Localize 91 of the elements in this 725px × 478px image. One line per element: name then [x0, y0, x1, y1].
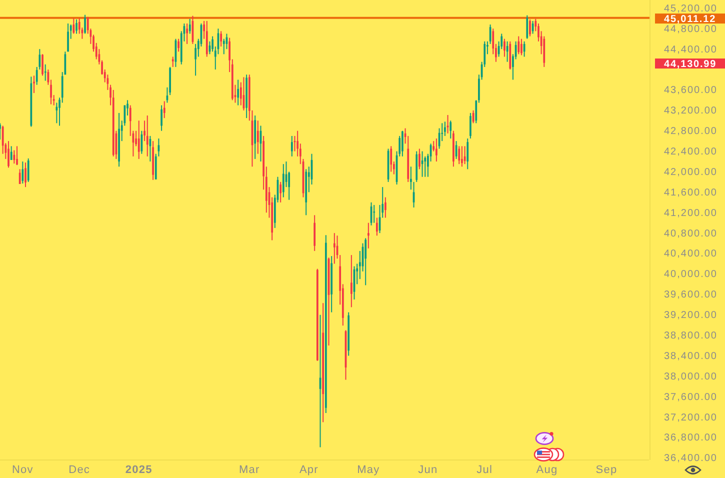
candlestick — [376, 217, 378, 236]
candlestick — [42, 54, 44, 76]
candlestick — [194, 43, 196, 76]
candlestick — [138, 120, 140, 160]
candlestick — [186, 23, 188, 44]
candlestick — [254, 115, 256, 160]
x-tick-label: Apr — [299, 464, 318, 476]
candlestick — [364, 238, 367, 286]
candlestick — [402, 130, 404, 157]
candlestick — [373, 204, 376, 224]
candlestick — [84, 14, 86, 34]
candlestick — [470, 112, 472, 140]
x-tick-label: 2025 — [125, 464, 152, 476]
candlestick — [290, 135, 293, 157]
y-tick-label: 39,600.00 — [664, 290, 718, 301]
candlestick — [206, 20, 208, 58]
candlestick — [282, 164, 284, 198]
candlestick — [436, 138, 438, 162]
y-tick-label: 42,800.00 — [664, 126, 718, 138]
y-tick-label: 45,200.00 — [664, 3, 718, 14]
y-tick-label: 38,800.00 — [664, 330, 718, 342]
y-tick-label: 37,200.00 — [664, 412, 718, 424]
y-tick-label: 37,600.00 — [664, 392, 718, 403]
y-tick-label: 44,800.00 — [664, 24, 718, 35]
candlestick — [18, 168, 21, 184]
y-tick-label: 43,600.00 — [664, 85, 718, 96]
candlestick — [280, 181, 282, 203]
y-tick-label: 39,200.00 — [664, 310, 718, 322]
candlestick — [461, 146, 463, 168]
y-tick-label: 40,400.00 — [664, 248, 718, 260]
candlestick — [504, 38, 506, 58]
x-tick-label: Dec — [68, 464, 90, 476]
candlestick — [314, 214, 316, 252]
ref-line-label: 45,011.12 — [664, 14, 716, 26]
candlestick — [450, 120, 452, 140]
y-tick-label: 41,600.00 — [664, 187, 718, 198]
candlestick — [333, 232, 336, 264]
y-tick-label: 40,800.00 — [664, 228, 718, 240]
candlestick — [424, 156, 426, 178]
candlestick — [446, 114, 449, 134]
candlestick — [526, 14, 528, 40]
x-tick-label: Jun — [418, 464, 438, 476]
candlestick — [384, 196, 386, 218]
y-tick-label: 36,800.00 — [664, 432, 718, 444]
candlestick — [172, 56, 174, 68]
candlestick — [67, 23, 69, 52]
text: 44,130.99 — [664, 59, 717, 70]
candlestick — [256, 120, 259, 154]
y-tick-label: 38,000.00 — [664, 371, 718, 382]
y-tick-label: 40,000.00 — [664, 269, 718, 280]
y-tick-label: 42,400.00 — [664, 146, 718, 158]
y-tick-label: 36,400.00 — [664, 453, 718, 464]
x-tick-label: May — [357, 464, 380, 476]
candlestick — [44, 64, 46, 82]
candlestick — [160, 104, 162, 132]
x-tick-label: Sep — [596, 464, 618, 476]
candlestick — [520, 38, 522, 56]
y-tick-label: 43,200.00 — [664, 106, 718, 117]
candlestick — [163, 100, 166, 119]
y-tick-label: 41,200.00 — [664, 208, 718, 219]
candlestick — [358, 250, 361, 280]
candlestick — [410, 166, 412, 190]
candlestick — [76, 18, 78, 34]
candlestick — [33, 75, 35, 94]
candlestick — [178, 38, 180, 52]
candlestick — [466, 138, 469, 170]
candlestick — [418, 148, 420, 170]
candlestick — [16, 146, 18, 166]
candlestick — [220, 30, 222, 48]
x-tick-label: Mar — [239, 464, 260, 476]
candlestick — [27, 158, 30, 182]
candlestick — [458, 146, 460, 165]
candlestick — [188, 18, 191, 34]
candlestick — [13, 150, 16, 164]
candlestick — [350, 254, 352, 308]
candlestick — [10, 146, 12, 160]
candlestick — [529, 18, 531, 37]
y-tick-label: 42,000.00 — [664, 166, 718, 178]
x-tick-label: Nov — [12, 464, 34, 476]
x-tick-label: Aug — [536, 464, 558, 476]
candlestick — [367, 222, 370, 249]
candlestick — [390, 146, 392, 172]
y-tick-label: 44,400.00 — [664, 44, 718, 56]
candlestick — [24, 162, 26, 188]
y-tick-label: 38,400.00 — [664, 350, 718, 362]
candlestick — [237, 79, 239, 106]
candlestick — [8, 140, 10, 168]
x-tick-label: Jul — [476, 464, 493, 476]
candlestick — [22, 161, 24, 184]
candlestick — [518, 36, 520, 55]
candlestick — [146, 115, 148, 157]
